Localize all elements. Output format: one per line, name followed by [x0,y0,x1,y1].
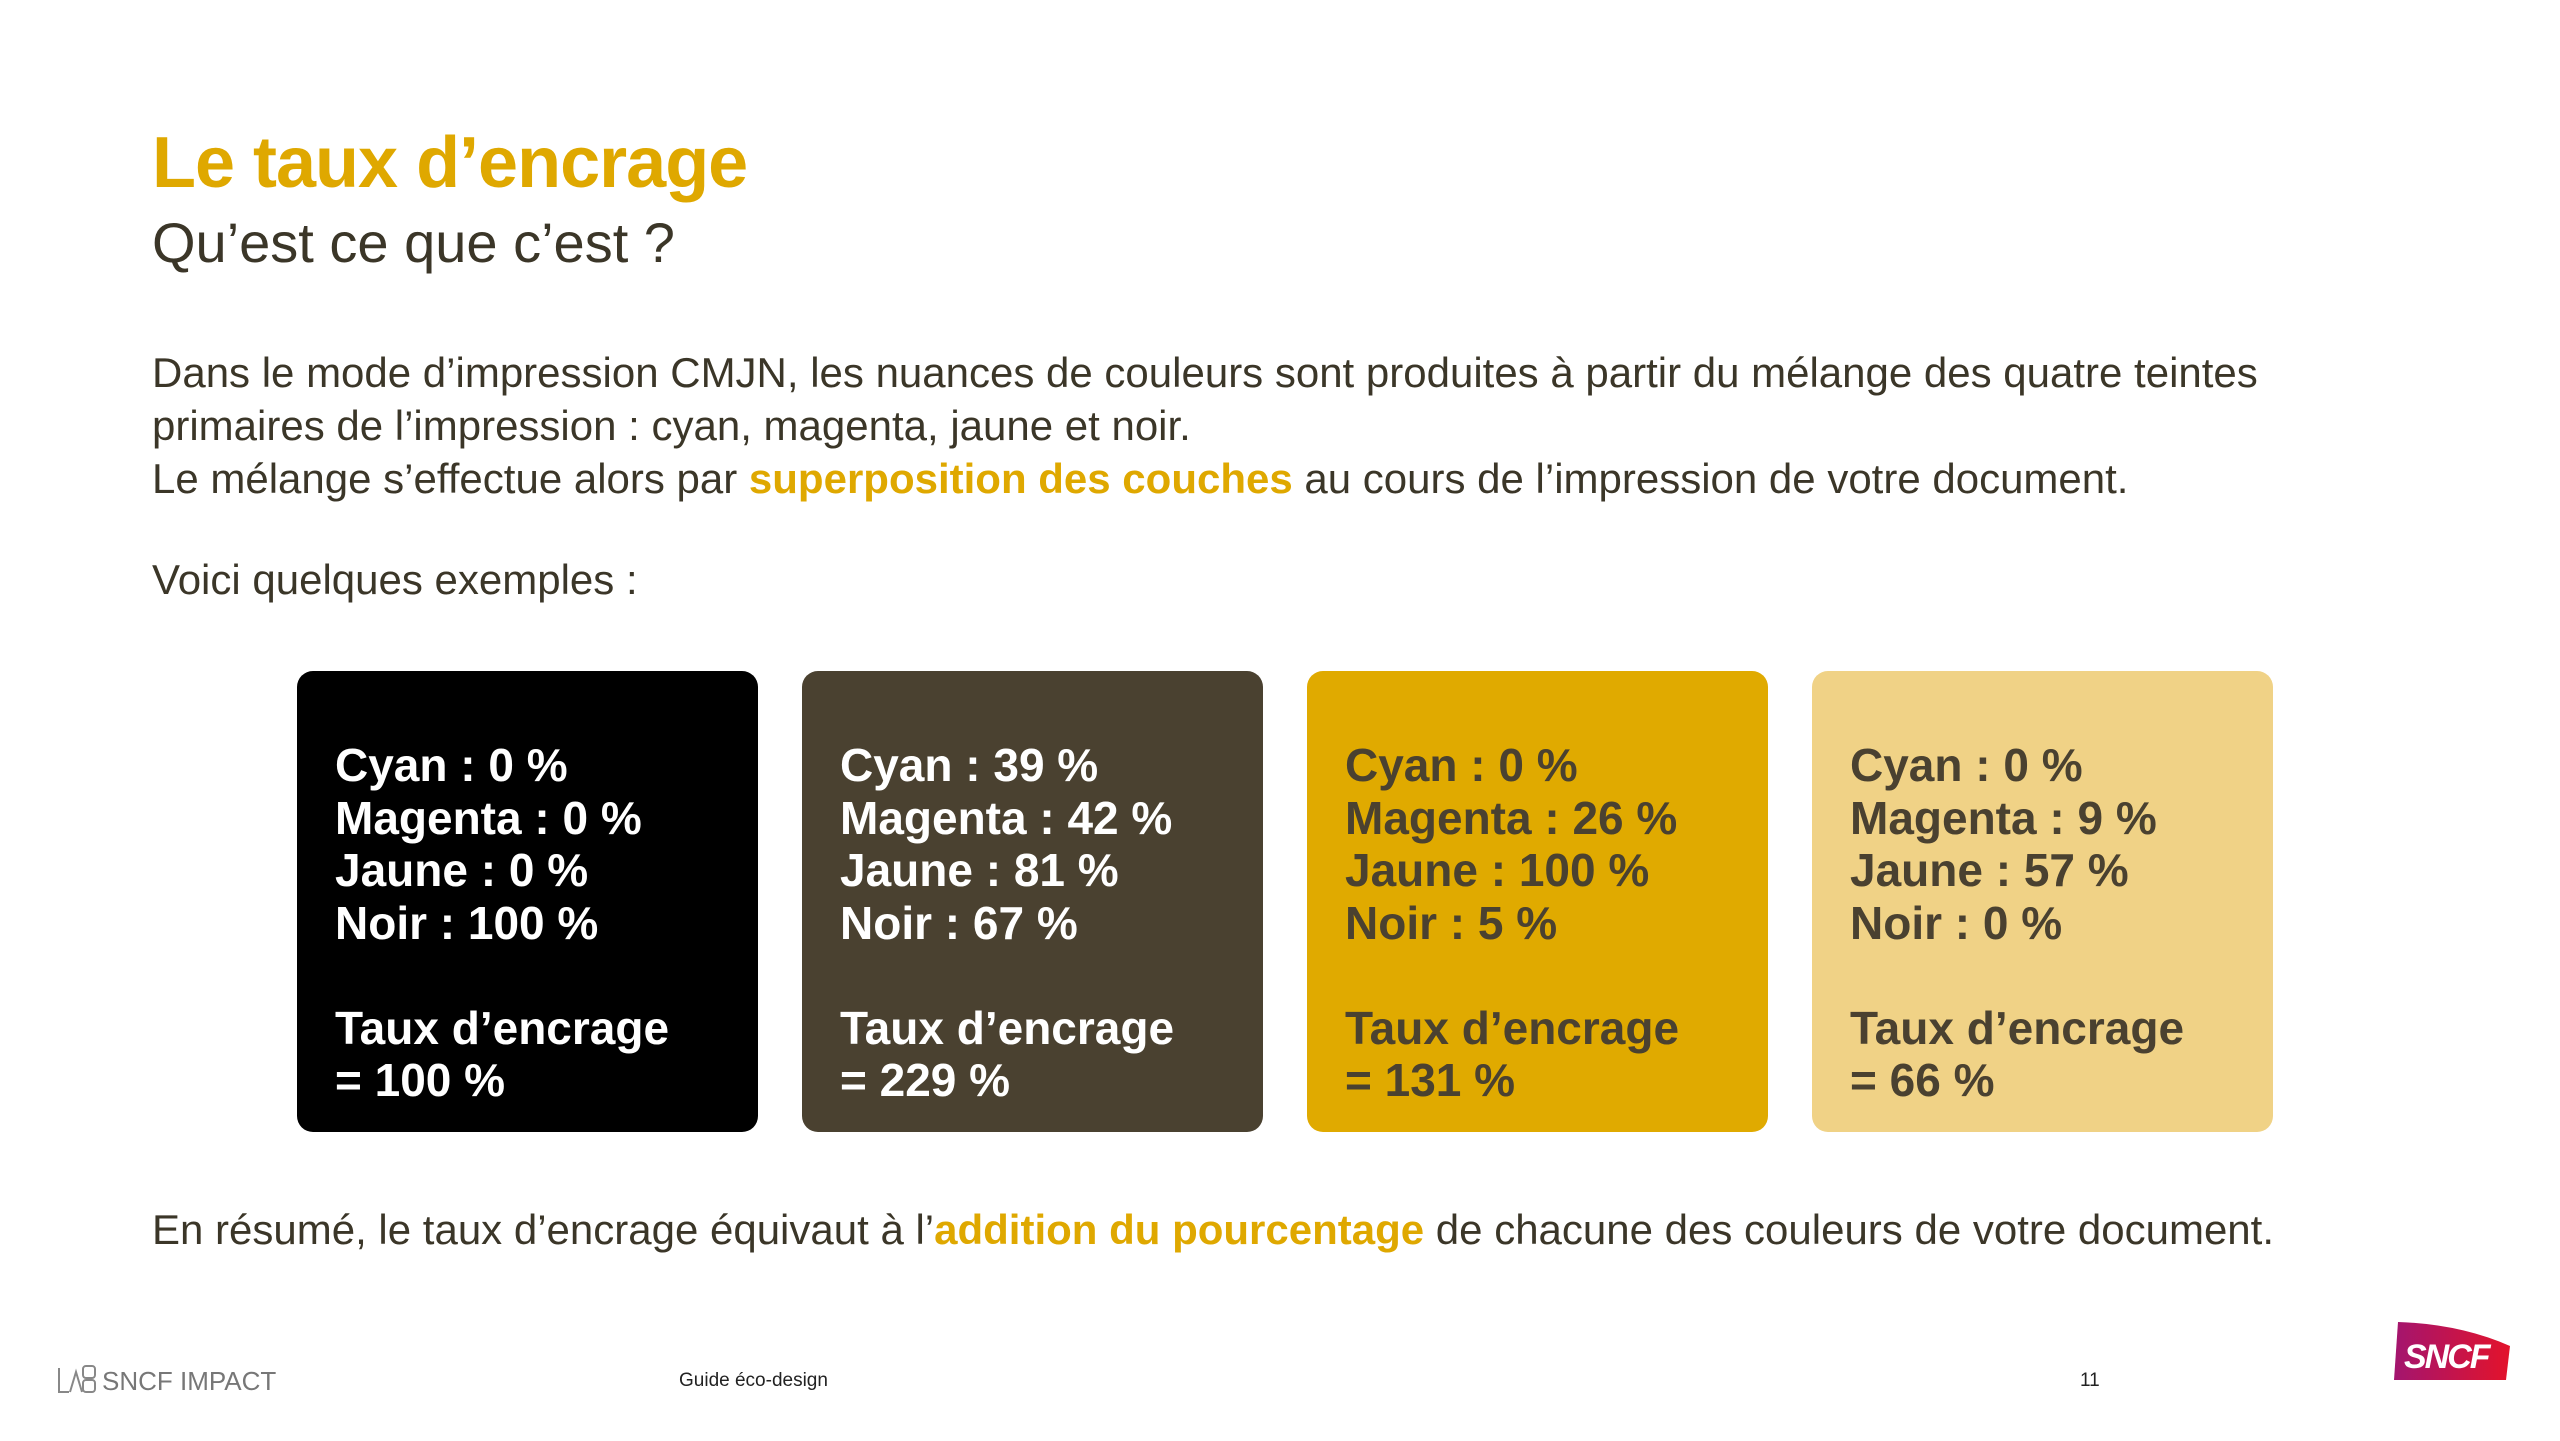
summary-text: En résumé, le taux d’encrage équivaut à … [152,1206,2274,1254]
magenta-value: Magenta : 42 % [840,791,1173,844]
taux-value: = 66 % [1850,1054,1995,1106]
footer-lab-brand: SNCF IMPACT [56,1362,276,1400]
noir-value: Noir : 67 % [840,896,1078,949]
jaune-value: Jaune : 81 % [840,844,1119,896]
sncf-logo: SNCF [2394,1322,2510,1380]
jaune-value: Jaune : 100 % [1345,844,1650,896]
body-line: Dans le mode d’impression CMJN, les nuan… [152,349,2258,396]
noir-value: Noir : 100 % [335,896,599,949]
cyan-value: Cyan : 0 % [1345,739,1578,791]
text: de chacune des couleurs de votre documen… [1424,1206,2275,1253]
highlight-text: superposition des couches [748,455,1293,502]
example-card: Cyan : 0 % Magenta : 26 % Jaune : 100 % Noi… [1307,671,1768,1132]
spacer [840,949,1263,1002]
taux-value: = 229 % [840,1054,1011,1106]
page-title: Le taux d’encrage [152,123,748,203]
cyan-value: Cyan : 0 % [335,739,568,791]
taux-label: Taux d’encrage [840,1001,1175,1054]
example-card: Cyan : 39 % Magenta : 42 % Jaune : 81 % Noi… [802,671,1263,1132]
taux-value: = 131 % [1345,1054,1516,1106]
text: En résumé, le taux d’encrage équivaut à … [152,1206,935,1253]
text: Le mélange s’effectue alors par [152,455,749,502]
footer-lab-text: SNCF IMPACT [102,1365,277,1396]
text: au cours de l’impression de votre docume… [1292,455,2129,502]
page-number: 11 [2080,1370,2100,1391]
spacer [1850,949,2273,1002]
taux-label: Taux d’encrage [335,1001,670,1054]
magenta-value: Magenta : 9 % [1850,791,2157,844]
highlight-text: addition du pourcentage [934,1206,1425,1253]
noir-value: Noir : 0 % [1850,896,2063,949]
magenta-value: Magenta : 0 % [335,791,642,844]
jaune-value: Jaune : 0 % [335,844,589,896]
magenta-value: Magenta : 26 % [1345,791,1678,844]
taux-value: = 100 % [335,1054,506,1106]
noir-value: Noir : 5 % [1345,896,1558,949]
body-text: Dans le mode d’impression CMJN, les nuan… [152,346,2258,505]
body-line: primaires de l’impression : cyan, magent… [152,402,1191,449]
lab-logo-icon [58,1365,96,1393]
jaune-value: Jaune : 57 % [1850,844,2129,896]
taux-label: Taux d’encrage [1850,1001,2185,1054]
footer-guide: Guide éco-design [679,1370,828,1391]
example-cards: Cyan : 0 % Magenta : 0 % Jaune : 0 % Noir :… [297,671,2273,1132]
example-card: Cyan : 0 % Magenta : 9 % Jaune : 57 % Noir … [1812,671,2273,1132]
page-subtitle: Qu’est ce que c’est ? [152,211,675,274]
spacer [1345,949,1768,1002]
svg-text:SNCF: SNCF [2404,1338,2492,1376]
cyan-value: Cyan : 39 % [840,739,1099,791]
examples-intro: Voici quelques exemples : [152,556,638,603]
example-card: Cyan : 0 % Magenta : 0 % Jaune : 0 % Noir :… [297,671,758,1132]
spacer [335,949,758,1002]
body-line: Le mélange s’effectue alors par superpos… [152,452,2258,505]
taux-label: Taux d’encrage [1345,1001,1680,1054]
cyan-value: Cyan : 0 % [1850,739,2083,791]
